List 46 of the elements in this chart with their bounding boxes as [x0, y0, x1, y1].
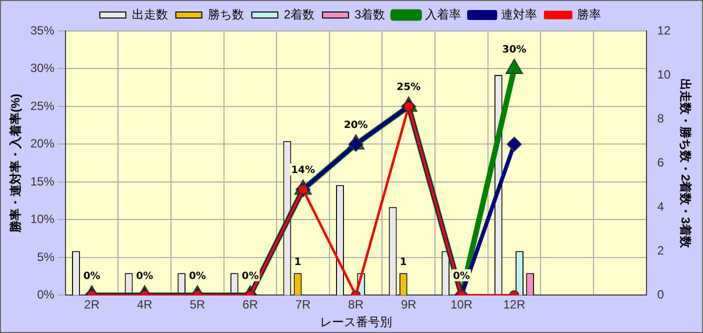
y-tick-label: 25%	[30, 98, 55, 113]
x-tick-label: 2R	[84, 298, 100, 312]
x-tick-label: 12R	[503, 298, 526, 312]
legend-label: 勝率	[577, 7, 602, 22]
data-label: 30%	[502, 44, 526, 56]
data-label: 1	[294, 256, 302, 268]
data-label: 0%	[83, 270, 100, 282]
data-label: 20%	[344, 120, 368, 131]
y2-tick-label: 10	[657, 67, 671, 82]
legend-label: 出走数	[132, 7, 168, 22]
x-tick-label: 6R	[242, 298, 258, 312]
data-label: 14%	[291, 165, 315, 176]
y-tick-label: 20%	[30, 136, 55, 151]
y-tick-label: 15%	[30, 174, 55, 188]
x-tick-label: 9R	[400, 298, 417, 312]
x-tick-label: 7R	[295, 298, 312, 312]
data-label: 0%	[242, 270, 259, 282]
x-tick-label: 8R	[348, 298, 364, 312]
y2-tick-label: 2	[657, 243, 664, 258]
data-label: 25%	[396, 82, 421, 94]
x-tick-label: 5R	[190, 298, 206, 312]
x-tick-label: 10R	[450, 298, 473, 312]
legend-label: 入着率	[425, 7, 462, 22]
legend-label: 連対率	[501, 7, 538, 22]
y-axis-title: 勝率・連対率・入着率(%)	[8, 94, 23, 234]
data-label: 0%	[136, 270, 154, 282]
legend-label: 3着数	[354, 7, 386, 22]
y-tick-label: 0%	[37, 288, 55, 302]
y-tick-label: 10%	[30, 212, 55, 226]
y2-tick-label: 0	[657, 288, 664, 302]
legend-label: 2着数	[284, 7, 315, 22]
legend-label: 勝ち数	[208, 7, 244, 22]
y2-tick-label: 6	[657, 155, 664, 170]
point	[506, 136, 522, 152]
y-tick-label: 5%	[37, 250, 55, 264]
data-label: 0%	[452, 270, 470, 282]
y-tick-label: 30%	[30, 61, 55, 76]
x-tick-label: 4R	[136, 298, 153, 312]
x-axis-title: レース番号別	[320, 315, 392, 330]
y2-tick-label: 4	[657, 199, 664, 214]
data-label: 1	[400, 256, 407, 268]
y2-tick-label: 8	[657, 111, 664, 126]
y2-tick-label: 12	[657, 23, 671, 38]
data-label: 0%	[188, 270, 206, 282]
y2-axis-title: 出走数・勝ち数・2着数・3着数	[678, 78, 692, 249]
y-tick-label: 35%	[30, 23, 55, 38]
